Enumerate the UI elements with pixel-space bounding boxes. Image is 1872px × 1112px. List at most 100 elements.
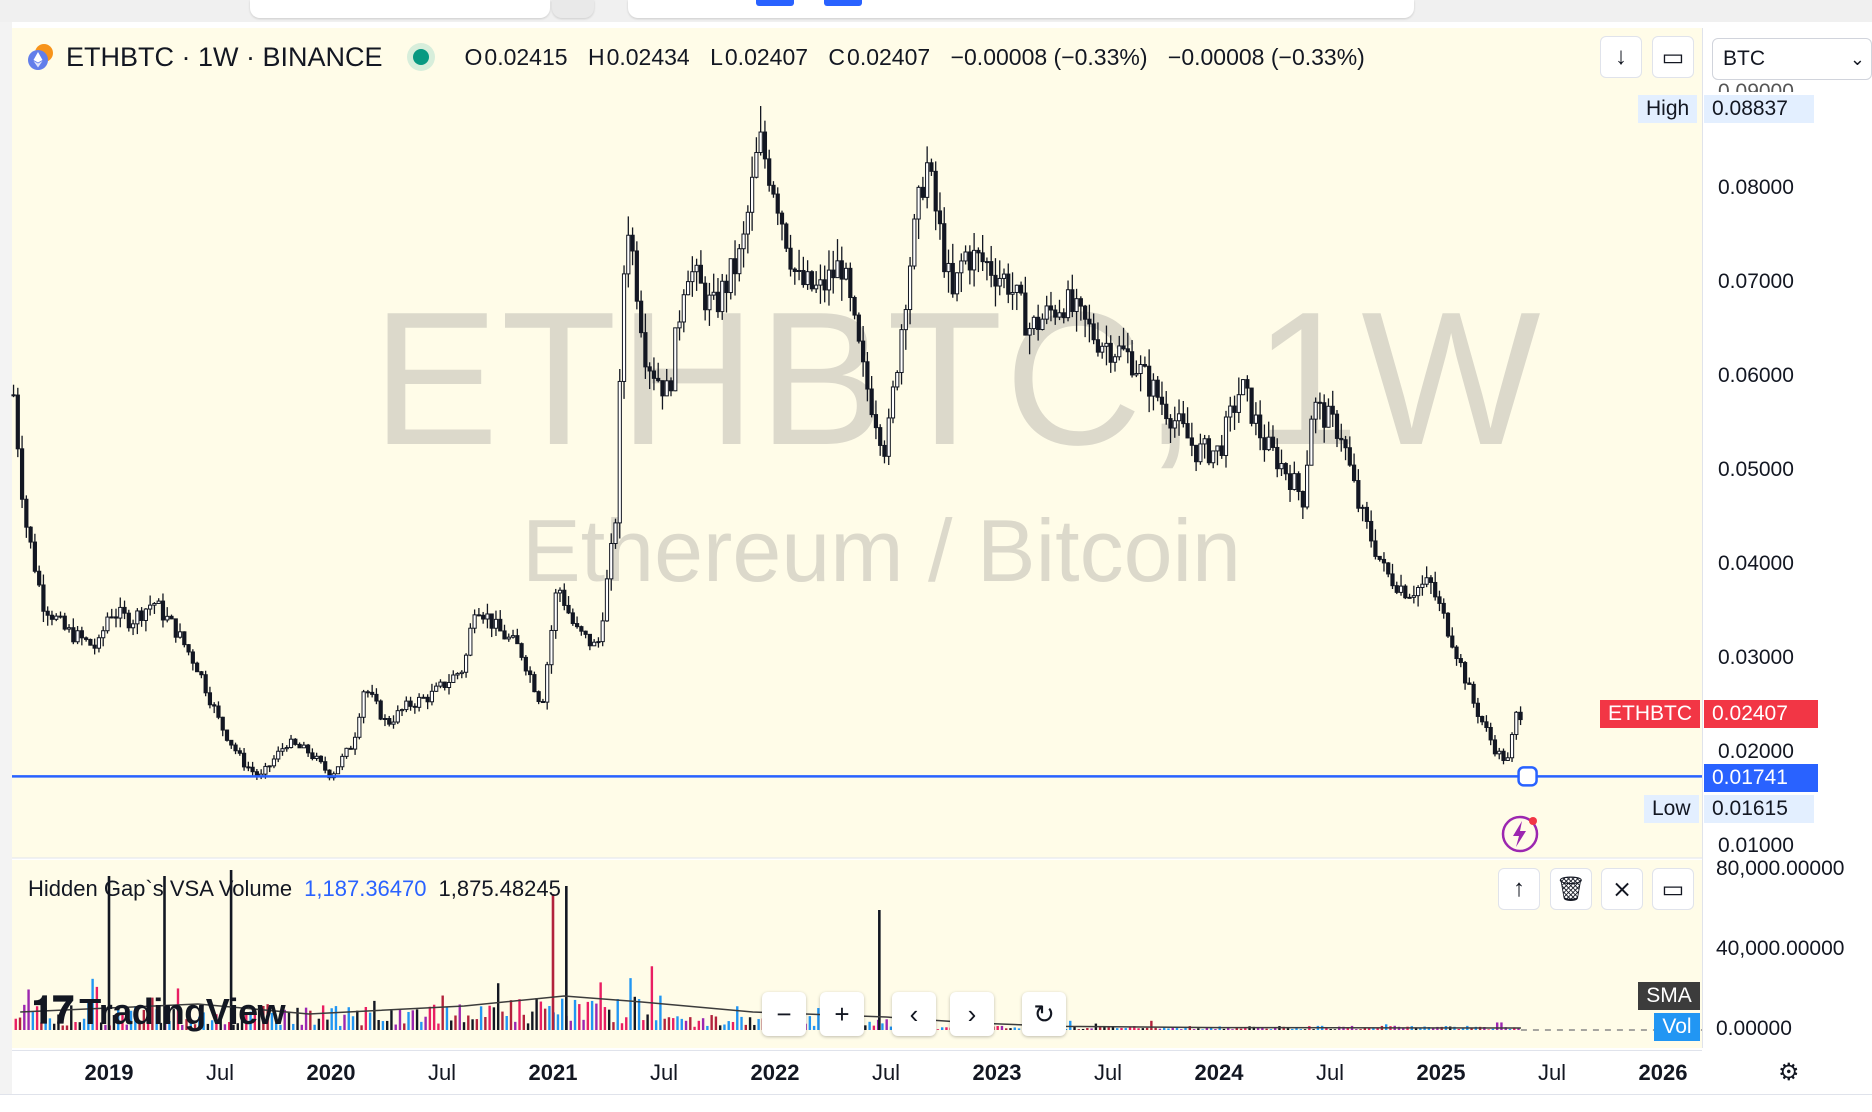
candle-body <box>1424 577 1429 585</box>
candle-body <box>425 696 430 703</box>
volume-indicator-name[interactable]: Hidden Gap`s VSA Volume <box>28 876 293 901</box>
candle-body <box>950 262 955 295</box>
lightning-alert-icon[interactable] <box>1498 812 1542 856</box>
toolbar-pill-small[interactable] <box>552 0 594 18</box>
candle-body <box>280 748 285 752</box>
price-tick-label: 0.01000 <box>1718 834 1794 857</box>
toolbar-blue-indicator <box>824 0 862 6</box>
candle-body <box>160 600 166 621</box>
toolbar-blue-indicator <box>756 0 794 6</box>
candle-body <box>621 273 627 382</box>
candle-body <box>75 630 80 643</box>
candle-body <box>472 614 477 629</box>
move-up-icon[interactable]: ↑ <box>1498 868 1540 910</box>
candle-body <box>707 294 712 311</box>
time-tick-label: 2023 <box>972 1060 1022 1085</box>
candle-body <box>1142 364 1147 367</box>
candle-body <box>365 691 370 694</box>
candle-body <box>1347 447 1352 466</box>
collapse-icon[interactable]: ⨯ <box>1601 868 1643 910</box>
candle-body <box>263 765 268 775</box>
candle-body <box>1001 273 1007 279</box>
candle-body <box>1065 289 1071 319</box>
candle-body <box>566 604 571 614</box>
candle-body <box>37 570 42 586</box>
settings-gear-icon[interactable]: ⚙ <box>1778 1059 1800 1086</box>
candle-body <box>984 261 990 264</box>
candle-body <box>408 700 413 707</box>
low-tag-value: 0.01615 <box>1704 795 1814 823</box>
candle-body <box>1091 323 1096 341</box>
volume-scale-top: 80,000.00000 <box>1716 857 1845 880</box>
candle-body <box>1151 379 1156 397</box>
download-arrow-icon[interactable]: ↓ <box>1600 36 1642 78</box>
candle-body <box>732 258 738 275</box>
horizontal-line-price-tag[interactable]: 0.01741 <box>1704 764 1818 792</box>
candle-body <box>1018 284 1024 294</box>
high-tag-label: High <box>1638 95 1698 123</box>
maximize-pane-icon[interactable]: ▭ <box>1652 868 1694 910</box>
candle-body <box>536 691 541 703</box>
market-status-dot[interactable] <box>412 49 429 65</box>
candle-body <box>1492 739 1498 755</box>
candle-body <box>720 280 725 313</box>
price-pane[interactable] <box>12 28 1702 858</box>
candle-body <box>357 716 362 738</box>
watermark-description: Ethereum / Bitcoin <box>522 501 1241 600</box>
candle-body <box>1471 683 1476 704</box>
candle-body <box>1053 309 1058 318</box>
toolbar-pill-left[interactable] <box>250 0 550 18</box>
candle-body <box>481 614 486 620</box>
candle-body <box>207 692 213 706</box>
candle-body <box>1245 379 1250 389</box>
candle-body <box>1112 356 1118 363</box>
candle-body <box>101 630 106 639</box>
zoom-out-button[interactable]: − <box>762 992 806 1036</box>
tradingview-logo[interactable]: 𝟏𝟕 TradingView <box>32 990 286 1033</box>
candle-body <box>668 380 674 392</box>
candle-body <box>805 271 810 286</box>
time-scale[interactable] <box>12 1050 1702 1095</box>
candle-body <box>989 261 994 276</box>
candle-body <box>1484 721 1489 729</box>
zoom-in-button[interactable]: + <box>820 992 864 1036</box>
trash-icon[interactable]: 🗑 <box>1550 868 1592 910</box>
time-tick-label: 2019 <box>84 1060 134 1085</box>
candle-body <box>1168 418 1173 429</box>
bottom-strip <box>0 1094 1872 1112</box>
candle-body <box>314 755 319 760</box>
candle-body <box>976 249 981 254</box>
fullscreen-pane-icon[interactable]: ▭ <box>1652 36 1694 78</box>
candle-body <box>1309 418 1314 466</box>
candle-body <box>681 294 686 323</box>
candle-body <box>370 691 375 695</box>
candle-body <box>1360 506 1365 509</box>
candle-body <box>1377 555 1382 560</box>
candle-body <box>233 744 238 752</box>
candle-body <box>912 218 917 267</box>
candle-body <box>1407 596 1412 599</box>
candle-body <box>882 444 887 457</box>
scroll-right-button[interactable]: › <box>950 992 994 1036</box>
candle-body <box>1369 520 1374 542</box>
scroll-left-button[interactable]: ‹ <box>892 992 936 1036</box>
candle-body <box>412 705 417 708</box>
candle-body <box>954 272 960 295</box>
price-scale[interactable] <box>1702 28 1872 1048</box>
candle-body <box>1398 585 1404 593</box>
candle-body <box>11 394 16 397</box>
candle-body <box>92 644 97 649</box>
candle-body <box>600 620 605 643</box>
candle-body <box>404 700 409 711</box>
currency-selector[interactable]: BTC ⌄ <box>1712 38 1872 80</box>
candle-body <box>1258 414 1263 439</box>
candle-body <box>1509 734 1515 759</box>
candle-body <box>826 269 832 291</box>
candle-body <box>1339 437 1344 441</box>
candle-body <box>562 589 567 606</box>
reset-chart-button[interactable]: ↻ <box>1022 992 1066 1036</box>
change-value-2: −0.00008 (−0.33%) <box>1167 43 1365 70</box>
symbol-title[interactable]: ETHBTC · 1W · BINANCE <box>66 41 383 72</box>
candle-body <box>446 681 452 688</box>
